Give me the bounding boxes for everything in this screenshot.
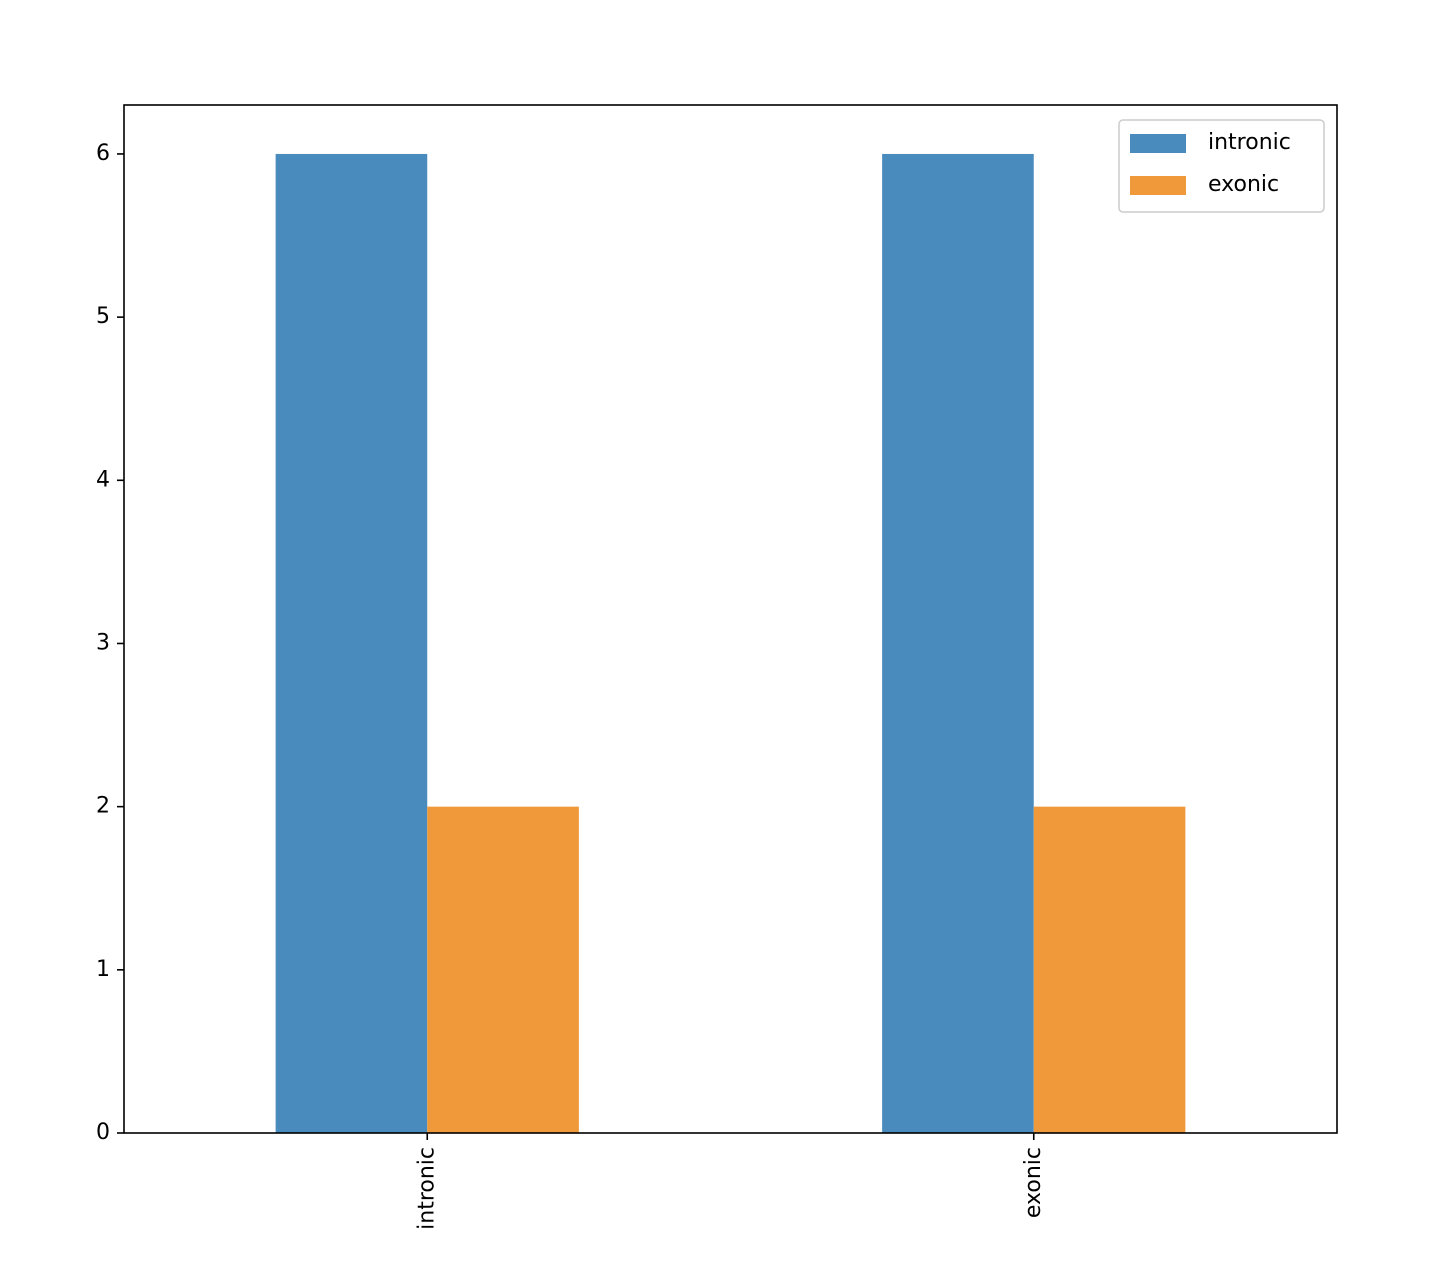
x-tick-label: intronic xyxy=(414,1147,439,1230)
y-tick-label: 0 xyxy=(96,1120,110,1145)
legend-label: intronic xyxy=(1208,130,1291,155)
y-tick-label: 1 xyxy=(96,957,110,982)
plot-frame xyxy=(123,104,1338,1134)
legend-label: exonic xyxy=(1208,172,1279,197)
bar xyxy=(882,153,1034,1133)
bar xyxy=(427,806,579,1133)
x-tick-label: exonic xyxy=(1021,1147,1046,1218)
y-tick-label: 5 xyxy=(96,304,110,329)
bar xyxy=(1033,806,1186,1133)
bar xyxy=(275,153,428,1133)
y-tick-label: 3 xyxy=(96,630,110,655)
y-tick-label: 6 xyxy=(96,141,110,166)
legend-swatch xyxy=(1130,134,1186,153)
y-tick-label: 2 xyxy=(96,794,110,819)
y-tick-label: 4 xyxy=(96,467,110,492)
legend-swatch xyxy=(1130,176,1186,195)
